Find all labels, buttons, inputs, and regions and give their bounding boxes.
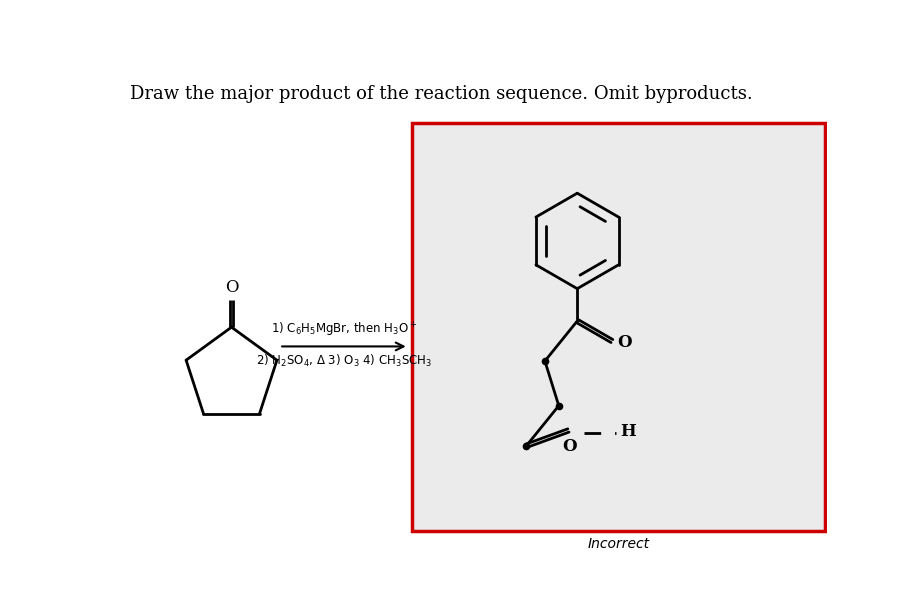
Text: 1) C$_6$H$_5$MgBr, then H$_3$O$^+$: 1) C$_6$H$_5$MgBr, then H$_3$O$^+$ xyxy=(271,320,417,339)
Text: 2) H$_2$SO$_4$, $\Delta$ 3) O$_3$ 4) CH$_3$SCH$_3$: 2) H$_2$SO$_4$, $\Delta$ 3) O$_3$ 4) CH$… xyxy=(255,353,432,368)
Text: O: O xyxy=(562,438,577,455)
Text: Draw the major product of the reaction sequence. Omit byproducts.: Draw the major product of the reaction s… xyxy=(130,85,752,104)
Text: O: O xyxy=(618,334,632,351)
Text: O: O xyxy=(225,280,238,297)
Text: Incorrect: Incorrect xyxy=(587,537,650,551)
Bar xyxy=(412,123,825,531)
Text: H: H xyxy=(620,423,636,440)
